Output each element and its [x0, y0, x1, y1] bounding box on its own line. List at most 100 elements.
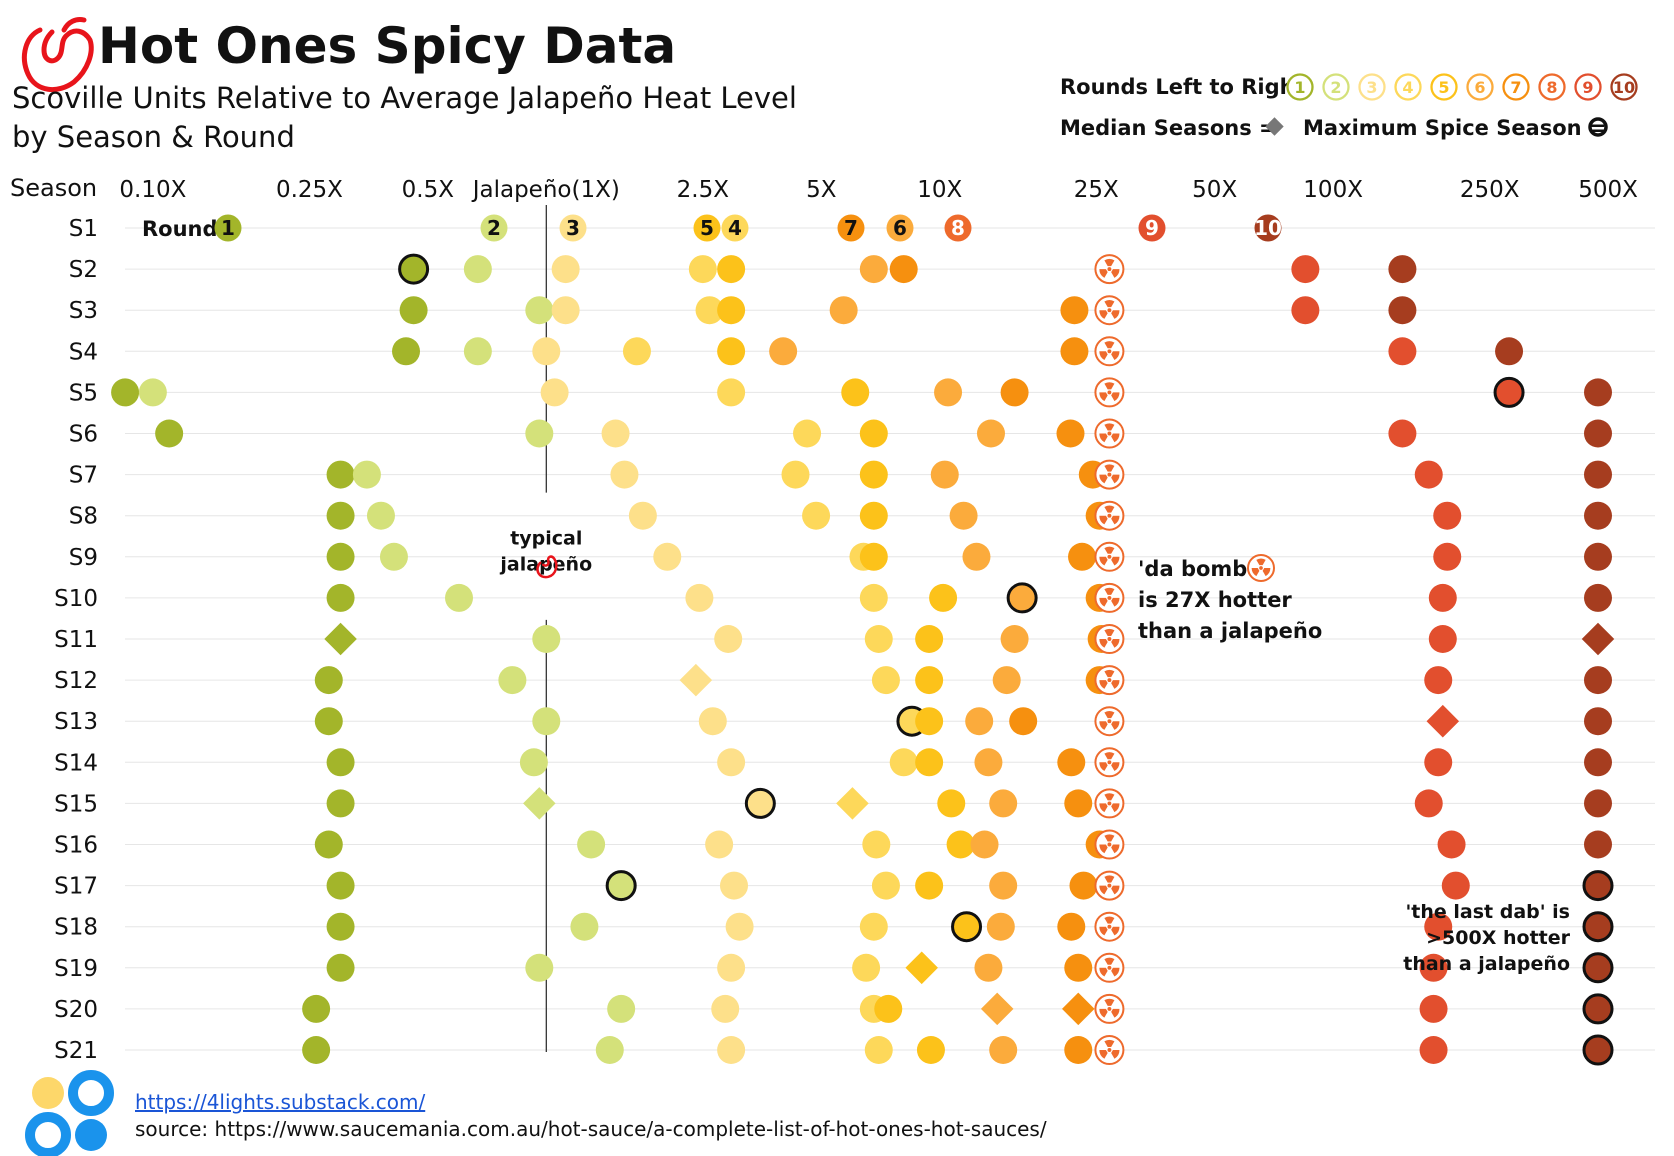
radiation-icon [1247, 554, 1275, 582]
data-point [138, 378, 167, 407]
data-point [1000, 378, 1029, 407]
data-point [352, 460, 381, 489]
season-label: S14 [54, 750, 98, 776]
data-point [314, 666, 343, 695]
substack-logo-icon [25, 1070, 114, 1156]
jalapeno-annotation: typical jalapeño [499, 528, 592, 579]
radiation-icon [1094, 788, 1125, 819]
data-point [532, 707, 561, 736]
data-point [1584, 830, 1612, 859]
x-tick-label: 2.5X [677, 177, 730, 203]
data-point [974, 953, 1003, 982]
data-point [871, 666, 900, 695]
season-label: S4 [69, 339, 98, 365]
max-season-point [1582, 870, 1614, 902]
data-point [930, 460, 959, 489]
data-point [986, 912, 1015, 941]
last-dab-line-3: than a jalapeño [1403, 953, 1570, 975]
s1-round-number: 4 [728, 216, 742, 240]
legend-round-circles: 1 2 3 4 5 6 7 8 9 10 [1286, 73, 1638, 101]
max-season-point [1582, 952, 1614, 984]
data-point [1424, 912, 1453, 941]
data-point [1584, 707, 1612, 736]
data-point [965, 707, 994, 736]
da-bomb-line-2: is 27X hotter [1138, 588, 1292, 612]
data-point [949, 501, 978, 530]
x-tick-label: 0.5X [402, 177, 455, 203]
data-point [1424, 748, 1453, 777]
legend-round-5: 5 [1430, 73, 1458, 101]
data-point [326, 953, 355, 982]
data-point [976, 419, 1005, 448]
data-point [688, 255, 717, 284]
data-point [595, 1036, 624, 1064]
data-point [1428, 625, 1457, 653]
season-label: S15 [54, 791, 98, 817]
data-point [769, 337, 798, 366]
legend-round-number: 8 [1546, 78, 1557, 97]
data-point [1419, 994, 1448, 1023]
s1-round-badge: 8 [944, 214, 972, 242]
data-point [392, 337, 421, 366]
data-point [1584, 501, 1612, 530]
radiation-icon [1094, 624, 1125, 654]
legend-round-number: 9 [1582, 78, 1593, 97]
max-season-point [1006, 582, 1038, 614]
s1-round-number: 7 [844, 216, 858, 240]
data-point [717, 337, 746, 366]
legend-round-8: 8 [1538, 73, 1566, 101]
data-point [915, 748, 944, 777]
last-dab-line-1: 'the last dab' is [1405, 901, 1570, 923]
data-point [859, 912, 888, 941]
x-tick-label: 250X [1460, 177, 1520, 203]
data-point [1437, 830, 1466, 859]
da-bomb-annotation: 'da bomb' is 27X hotter than a jalapeño [1138, 554, 1322, 643]
data-point [326, 542, 355, 571]
data-point [1057, 912, 1086, 941]
legend-round-1: 1 [1286, 73, 1314, 101]
data-point [1291, 296, 1320, 325]
substack-link[interactable]: https://4lights.substack.com/ [135, 1090, 425, 1114]
chart-subtitle-line-2: by Season & Round [12, 120, 295, 154]
data-point [717, 748, 746, 777]
season-label: S11 [54, 627, 98, 653]
data-point [874, 994, 903, 1023]
legend-round-number: 7 [1510, 78, 1521, 97]
data-point [532, 337, 561, 366]
data-point [934, 378, 963, 407]
radiation-icon [1094, 747, 1125, 778]
data-point [698, 707, 727, 736]
data-point [525, 953, 554, 982]
data-point [859, 460, 888, 489]
data-point [1584, 789, 1612, 818]
data-point [852, 953, 881, 982]
jalapeno-icon [536, 555, 558, 579]
max-season-point [1493, 376, 1525, 408]
legend-round-number: 1 [1294, 78, 1305, 97]
data-point [1069, 871, 1098, 900]
data-point [1428, 583, 1457, 612]
x-tick-label: 25X [1074, 177, 1119, 203]
data-point [1584, 583, 1612, 612]
median-point [836, 787, 869, 820]
substack-link-text[interactable]: https://4lights.substack.com/ [135, 1090, 425, 1114]
data-point [829, 296, 858, 325]
data-point [532, 625, 561, 653]
data-point [326, 501, 355, 530]
max-season-point [951, 911, 983, 943]
season-label: S2 [69, 257, 98, 283]
max-season-point [605, 870, 637, 902]
chart-subtitle: Scoville Units Relative to Average Jalap… [12, 81, 797, 115]
radiation-icon [1094, 336, 1125, 367]
season-label: S3 [69, 298, 98, 324]
data-point [717, 296, 746, 325]
data-point [717, 378, 746, 407]
data-point [326, 789, 355, 818]
data-point [1057, 748, 1086, 777]
data-point [915, 707, 944, 736]
season-label: S10 [54, 586, 98, 612]
max-season-point [398, 253, 430, 285]
radiation-icon [1094, 254, 1125, 285]
legend-rounds-label: Rounds Left to Right [1060, 75, 1305, 99]
data-point [628, 501, 657, 530]
